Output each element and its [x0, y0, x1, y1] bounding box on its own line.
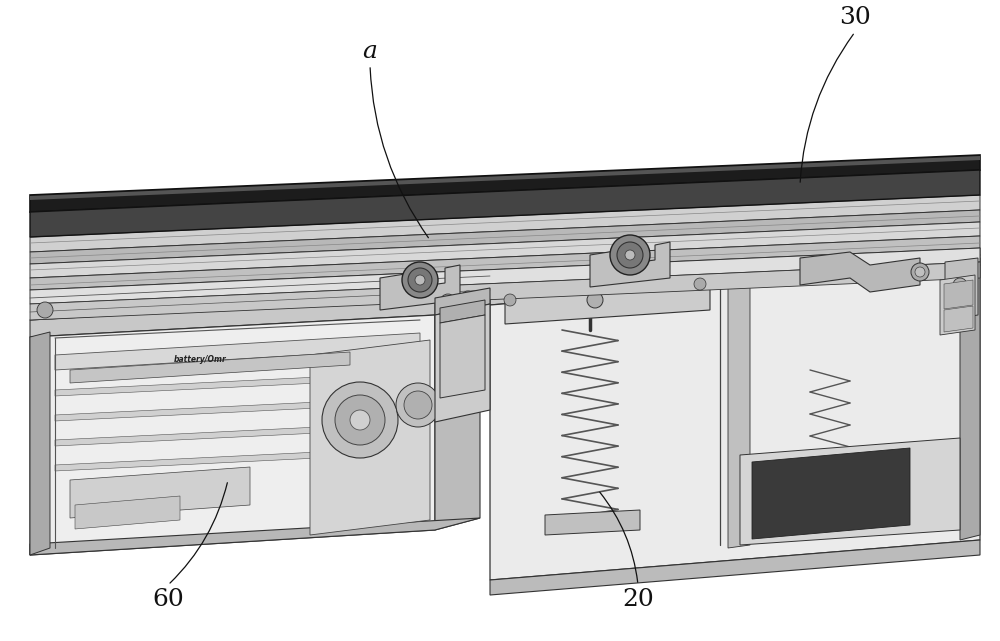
Circle shape — [915, 267, 925, 277]
Polygon shape — [505, 276, 710, 324]
Polygon shape — [75, 496, 180, 529]
Polygon shape — [800, 252, 920, 292]
Text: 30: 30 — [839, 6, 871, 29]
Polygon shape — [30, 222, 980, 278]
Circle shape — [335, 395, 385, 445]
Polygon shape — [30, 210, 980, 264]
Circle shape — [953, 278, 967, 292]
Polygon shape — [590, 242, 670, 287]
Circle shape — [911, 263, 929, 281]
Text: 60: 60 — [152, 588, 184, 612]
Polygon shape — [55, 447, 420, 471]
Polygon shape — [55, 333, 420, 370]
Circle shape — [408, 268, 432, 292]
Circle shape — [415, 275, 425, 285]
Circle shape — [402, 262, 438, 298]
Text: 20: 20 — [622, 588, 654, 612]
Circle shape — [404, 391, 432, 419]
Polygon shape — [30, 248, 980, 304]
Polygon shape — [380, 265, 460, 310]
Polygon shape — [30, 332, 50, 555]
Circle shape — [617, 242, 643, 268]
Polygon shape — [55, 372, 420, 396]
Circle shape — [350, 410, 370, 430]
Polygon shape — [752, 448, 910, 539]
Polygon shape — [440, 315, 485, 398]
Polygon shape — [30, 236, 980, 290]
Polygon shape — [30, 298, 435, 337]
Polygon shape — [490, 540, 980, 595]
Polygon shape — [70, 467, 250, 518]
Polygon shape — [310, 340, 430, 535]
Polygon shape — [30, 315, 435, 555]
Text: battery/Omr: battery/Omr — [174, 354, 226, 363]
Polygon shape — [945, 258, 978, 320]
Polygon shape — [440, 300, 485, 323]
Polygon shape — [30, 262, 980, 320]
Polygon shape — [435, 305, 480, 530]
Polygon shape — [70, 352, 350, 383]
Polygon shape — [55, 397, 420, 421]
Polygon shape — [545, 510, 640, 535]
Polygon shape — [490, 265, 980, 580]
Circle shape — [440, 294, 456, 310]
Circle shape — [610, 235, 650, 275]
Polygon shape — [30, 156, 980, 200]
Polygon shape — [728, 272, 750, 548]
Polygon shape — [55, 422, 420, 446]
Polygon shape — [435, 304, 490, 422]
Polygon shape — [435, 288, 490, 315]
Text: a: a — [363, 40, 377, 63]
Circle shape — [396, 383, 440, 427]
Polygon shape — [960, 258, 980, 540]
Polygon shape — [944, 306, 973, 332]
Circle shape — [587, 292, 603, 308]
Polygon shape — [30, 170, 980, 237]
Circle shape — [625, 250, 635, 260]
Polygon shape — [490, 248, 980, 305]
Circle shape — [504, 294, 516, 306]
Polygon shape — [944, 280, 973, 309]
Polygon shape — [940, 275, 975, 335]
Circle shape — [322, 382, 398, 458]
Polygon shape — [30, 518, 480, 555]
Polygon shape — [740, 438, 960, 545]
Circle shape — [694, 278, 706, 290]
Circle shape — [461, 291, 475, 305]
Polygon shape — [30, 195, 980, 252]
Polygon shape — [30, 155, 980, 212]
Circle shape — [37, 302, 53, 318]
